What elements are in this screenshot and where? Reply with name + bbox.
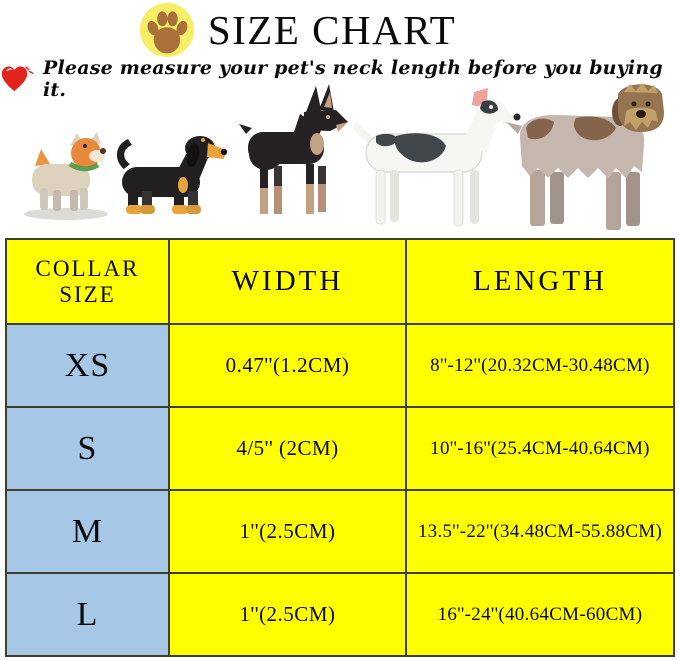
dachshund-dog-icon <box>116 136 228 214</box>
table-row-m: M 1''(2.5CM) 13.5''-22''(34.48CM-55.88CM… <box>5 489 675 574</box>
table-row-l: L 1''(2.5CM) 16''-24''(40.64CM-60CM) <box>5 572 675 657</box>
measure-notice: Please measure your pet's neck length be… <box>0 57 679 101</box>
size-table: COLLAR SIZE WIDTH LENGTH XS 0.47''(1.2CM… <box>5 238 675 657</box>
length-value: 10''-16''(25.4CM-40.64CM) <box>405 406 675 491</box>
doberman-dog-icon <box>239 84 348 214</box>
header: SIZE CHART <box>0 2 637 58</box>
notice-text: Please measure your pet's neck length be… <box>43 57 663 101</box>
heart-icon <box>1 65 34 91</box>
length-value: 16''-24''(40.64CM-60CM) <box>405 572 675 657</box>
size-label: S <box>5 406 170 491</box>
page-title: SIZE CHART <box>207 7 457 53</box>
width-value: 0.47''(1.2CM) <box>168 323 407 408</box>
length-value: 8''-12''(20.32CM-30.48CM) <box>405 323 675 408</box>
wirehaired-griffon-dog-icon <box>506 83 664 230</box>
pointer-dog-icon <box>353 88 521 227</box>
column-header-length: LENGTH <box>405 238 675 325</box>
small-terrier-dog-icon <box>24 132 108 220</box>
size-label: XS <box>5 323 170 408</box>
table-header-row: COLLAR SIZE WIDTH LENGTH <box>5 238 675 325</box>
width-value: 4/5'' (2CM) <box>168 406 407 491</box>
width-value: 1''(2.5CM) <box>168 489 407 574</box>
table-row-xs: XS 0.47''(1.2CM) 8''-12''(20.32CM-30.48C… <box>5 323 675 408</box>
size-label: M <box>5 489 170 574</box>
size-label: L <box>5 572 170 657</box>
column-header-collar-size: COLLAR SIZE <box>5 238 170 325</box>
paw-icon <box>139 2 194 58</box>
width-value: 1''(2.5CM) <box>168 572 407 657</box>
length-value: 13.5''-22''(34.48CM-55.88CM) <box>405 489 675 574</box>
column-header-width: WIDTH <box>168 238 407 325</box>
table-row-s: S 4/5'' (2CM) 10''-16''(25.4CM-40.64CM) <box>5 406 675 491</box>
